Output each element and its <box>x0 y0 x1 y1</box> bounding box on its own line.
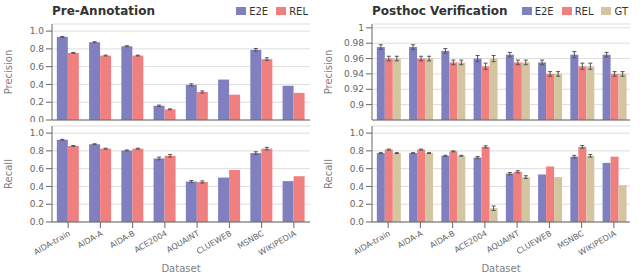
svg-text:1.0: 1.0 <box>350 128 365 138</box>
svg-text:Recall: Recall <box>8 159 14 189</box>
svg-text:0.4: 0.4 <box>350 182 365 192</box>
svg-text:AQUAINT: AQUAINT <box>165 228 201 255</box>
svg-text:0.6: 0.6 <box>350 164 365 174</box>
svg-text:Precision: Precision <box>323 50 334 95</box>
svg-text:CLUEWEB: CLUEWEB <box>515 229 553 256</box>
svg-text:MSNBC: MSNBC <box>555 228 586 252</box>
svg-text:0.2: 0.2 <box>30 199 44 209</box>
svg-text:0.8: 0.8 <box>30 44 45 54</box>
svg-text:0.2: 0.2 <box>30 97 44 107</box>
svg-text:0.2: 0.2 <box>350 199 364 209</box>
svg-text:Dataset: Dataset <box>161 263 200 272</box>
svg-text:0.6: 0.6 <box>30 164 45 174</box>
svg-text:1.0: 1.0 <box>30 26 45 36</box>
svg-text:CLUEWEB: CLUEWEB <box>195 229 233 256</box>
svg-text:0.9: 0.9 <box>350 100 365 110</box>
svg-text:0.96: 0.96 <box>344 54 364 64</box>
html-text:GT: GT <box>614 5 628 17</box>
html-text:Posthoc Verification: Posthoc Verification <box>372 4 508 18</box>
svg-text:AIDA-A: AIDA-A <box>76 229 105 251</box>
svg-text:0.92: 0.92 <box>344 84 364 94</box>
svg-text:0.8: 0.8 <box>350 146 365 156</box>
svg-text:WIKIPEDIA: WIKIPEDIA <box>257 229 298 258</box>
svg-text:AIDA-B: AIDA-B <box>428 228 457 251</box>
svg-text:0.0: 0.0 <box>30 115 45 122</box>
html-text:REL: REL <box>289 5 308 17</box>
html-text:Pre-Annotation: Pre-Annotation <box>52 4 155 18</box>
svg-text:0.8: 0.8 <box>30 146 45 156</box>
svg-text:AIDA-train: AIDA-train <box>352 229 392 257</box>
svg-text:ACE2004: ACE2004 <box>133 229 169 255</box>
svg-text:AQUAINT: AQUAINT <box>485 228 521 255</box>
svg-text:0.0: 0.0 <box>350 217 365 227</box>
svg-text:0.4: 0.4 <box>30 80 45 90</box>
svg-text:Recall: Recall <box>323 159 334 189</box>
svg-text:AIDA-train: AIDA-train <box>32 229 72 257</box>
svg-text:AIDA-A: AIDA-A <box>396 229 425 251</box>
svg-text:0.94: 0.94 <box>344 69 364 79</box>
svg-text:0.6: 0.6 <box>30 62 45 72</box>
html-text:REL: REL <box>574 5 594 17</box>
svg-text:AIDA-B: AIDA-B <box>108 228 137 251</box>
svg-text:MSNBC: MSNBC <box>235 228 266 252</box>
svg-text:0.4: 0.4 <box>30 182 45 192</box>
svg-text:1.0: 1.0 <box>30 128 45 138</box>
svg-text:0.0: 0.0 <box>30 217 45 227</box>
html-text:E2E: E2E <box>534 5 554 17</box>
svg-text:Dataset: Dataset <box>481 263 520 272</box>
svg-text:0.98: 0.98 <box>344 38 364 48</box>
svg-text:WIKIPEDIA: WIKIPEDIA <box>577 229 618 258</box>
svg-text:1: 1 <box>358 23 364 33</box>
html-text:E2E: E2E <box>249 5 269 17</box>
svg-text:ACE2004: ACE2004 <box>453 229 489 255</box>
svg-text:Precision: Precision <box>8 50 14 95</box>
